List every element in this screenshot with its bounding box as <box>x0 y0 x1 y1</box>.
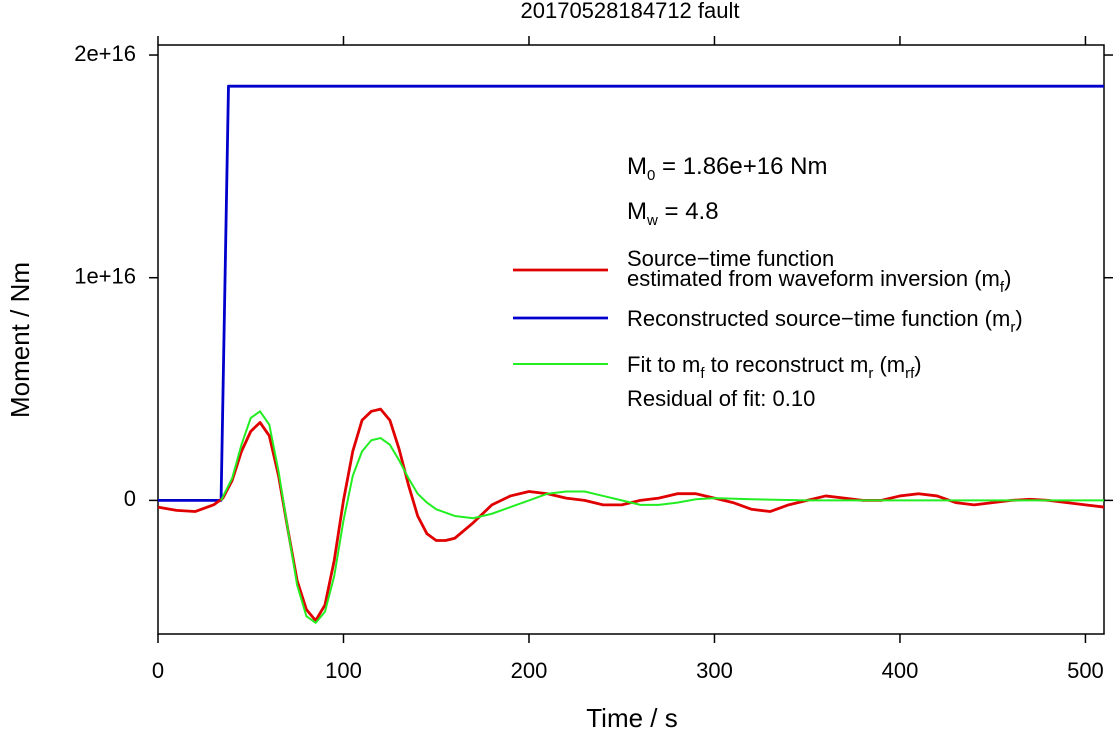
legend-label: Fit to mf to reconstruct mr (mrf) <box>627 352 922 383</box>
subscript: w <box>646 212 658 229</box>
text-part: = 4.8 <box>658 198 719 225</box>
x-axis-title: Time / s <box>586 703 677 733</box>
subscript: 0 <box>647 167 655 184</box>
x-tick-label: 100 <box>325 658 362 683</box>
text-part: = 1.86e+16 Nm <box>655 153 827 180</box>
text-part: M <box>627 198 647 225</box>
text-part: ) <box>914 352 921 377</box>
y-tick-label: 0 <box>124 486 136 511</box>
text-part: Residual of fit: 0.10 <box>627 386 815 411</box>
y-tick-label: 2e+16 <box>74 41 136 66</box>
subscript: rf <box>905 365 915 382</box>
subscript: r <box>1010 319 1015 336</box>
text-part: Reconstructed source−time function (m <box>627 306 1010 331</box>
legend-label: Source−time function <box>627 246 834 271</box>
y-axis-title: Moment / Nm <box>5 262 35 418</box>
x-tick-label: 300 <box>696 658 733 683</box>
series-line <box>157 407 1105 623</box>
subscript: r <box>868 365 873 382</box>
text-part: ) <box>1015 306 1022 331</box>
plot-frame <box>157 44 1105 635</box>
text-part: estimated from waveform inversion (m <box>627 266 1000 291</box>
chart-title: 20170528184712 fault <box>521 0 740 23</box>
x-tick-label: 500 <box>1067 658 1104 683</box>
series-line <box>158 84 1104 502</box>
text-part: Fit to m <box>627 352 700 377</box>
annotation: Mw = 4.8 <box>627 198 719 229</box>
text-part: Source−time function <box>627 246 834 271</box>
x-tick-label: 200 <box>511 658 548 683</box>
y-tick-label: 1e+16 <box>74 264 136 289</box>
annotation: Residual of fit: 0.10 <box>627 386 815 411</box>
subscript: f <box>700 365 705 382</box>
x-tick-label: 400 <box>882 658 919 683</box>
series-line <box>220 410 1104 624</box>
text-part: ) <box>1004 266 1011 291</box>
text-part: M <box>627 153 647 180</box>
text-part: (m <box>873 352 905 377</box>
x-tick-label: 0 <box>152 658 164 683</box>
annotation: M0 = 1.86e+16 Nm <box>627 153 827 184</box>
legend-label: Reconstructed source−time function (mr) <box>627 306 1023 337</box>
legend-label: estimated from waveform inversion (mf) <box>627 266 1011 297</box>
subscript: f <box>1000 279 1005 296</box>
text-part: to reconstruct m <box>705 352 869 377</box>
